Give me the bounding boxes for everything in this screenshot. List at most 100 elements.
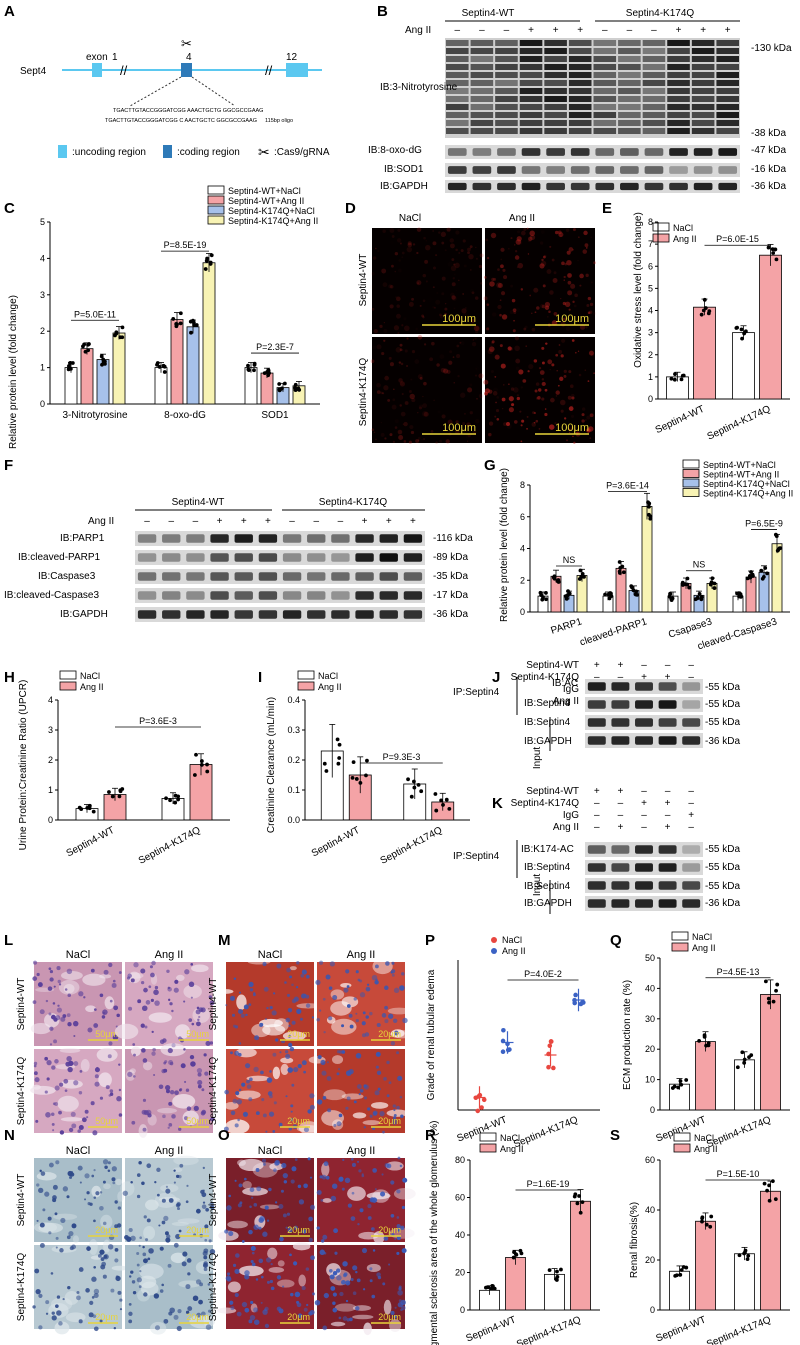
- y-tick-label: 4: [648, 306, 653, 316]
- data-point: [577, 577, 582, 581]
- fluorescence-speck: [488, 432, 492, 437]
- blot-band: [470, 56, 494, 62]
- histology-nucleus: [197, 1080, 203, 1086]
- histology-nucleus: [241, 1301, 248, 1308]
- fluorescence-speck: [452, 277, 456, 280]
- histology-nucleus: [161, 1220, 166, 1225]
- histology-nucleus: [332, 1270, 338, 1276]
- histology-nucleus: [296, 961, 300, 965]
- blot-band: [595, 148, 615, 156]
- histology-nucleus: [382, 1130, 385, 1134]
- histology-nucleus: [102, 1274, 107, 1279]
- histology-nucleus: [249, 1205, 252, 1209]
- histo-row-k174q: Septin4-K174Q: [208, 1057, 219, 1126]
- blot-band: [635, 899, 653, 908]
- data-point: [703, 306, 708, 310]
- blot-band: [162, 534, 181, 543]
- lane-sign: +: [410, 516, 416, 527]
- blot-band: [282, 553, 302, 562]
- histology-nucleus: [182, 1251, 188, 1257]
- blot-band: [546, 182, 565, 191]
- histology-nucleus: [392, 1104, 397, 1108]
- fluorescence-speck: [401, 251, 405, 255]
- blot-band: [470, 40, 494, 46]
- histology-nucleus: [291, 1083, 295, 1087]
- lane-sign: +: [617, 786, 623, 797]
- fluorescence-speck: [491, 312, 497, 317]
- histology-lumen: [173, 1155, 199, 1166]
- histology-nucleus: [169, 1002, 173, 1006]
- blot-band: [495, 40, 518, 46]
- histology-nucleus: [248, 981, 254, 987]
- histology-lumen: [72, 1235, 79, 1244]
- fluorescence-speck: [470, 318, 475, 324]
- data-point: [505, 1047, 511, 1053]
- histology-nucleus: [102, 1011, 106, 1015]
- fluorescence-speck: [394, 270, 397, 273]
- fluorescence-speck: [502, 268, 506, 272]
- histology-nucleus: [167, 987, 172, 992]
- data-point: [409, 794, 414, 799]
- histology-nucleus: [195, 1009, 201, 1015]
- lane-sign: +: [386, 516, 392, 527]
- fluorescence-speck: [542, 255, 546, 259]
- data-point: [685, 576, 690, 581]
- blot-band: [137, 591, 157, 600]
- legend-swatch: [682, 459, 700, 469]
- blot-band: [570, 166, 590, 174]
- fluorescence-speck: [583, 321, 587, 324]
- fluorescence-speck: [538, 366, 542, 370]
- fluorescence-speck: [528, 239, 531, 243]
- histology-nucleus: [276, 1275, 282, 1280]
- lane-sign: +: [725, 25, 731, 36]
- histology-nucleus: [256, 1186, 262, 1192]
- fluorescence-speck: [380, 391, 383, 395]
- y-tick-label: 7: [648, 239, 653, 249]
- fluorescence-speck: [440, 367, 446, 373]
- fluorescence-speck: [578, 373, 582, 377]
- histology-nucleus: [59, 1130, 65, 1135]
- histology-nucleus: [38, 1325, 43, 1330]
- histology-nucleus: [113, 1005, 119, 1011]
- histology-nucleus: [336, 1121, 342, 1127]
- histology-nucleus: [342, 1316, 348, 1321]
- j-row-septin4-in: IB:Septin4: [524, 717, 571, 728]
- fluorescence-speck: [572, 435, 574, 438]
- histology-nucleus: [58, 983, 62, 986]
- blot-f-row-cparp1: IB:cleaved-PARP1: [18, 552, 101, 563]
- histology-nucleus: [396, 1216, 400, 1219]
- histology-nucleus: [397, 1302, 404, 1308]
- histology-nucleus: [64, 1089, 68, 1093]
- y-tick-label: 8: [648, 217, 653, 227]
- scale-bar-label: 20μm: [378, 1225, 401, 1235]
- histology-lumen: [203, 1315, 210, 1327]
- histology-nucleus: [287, 1226, 291, 1229]
- lane-sign: –: [665, 810, 671, 821]
- fluorescence-speck: [396, 304, 400, 308]
- fluorescence-speck: [376, 344, 382, 350]
- histology-nucleus: [361, 1021, 366, 1026]
- histology-nucleus: [171, 1009, 174, 1013]
- histology-lumen: [252, 1162, 278, 1178]
- fluorescence-speck: [474, 329, 479, 334]
- histology-nucleus: [34, 1268, 40, 1274]
- x-tick-label: Septin4-WT: [655, 1315, 708, 1345]
- histology-nucleus: [282, 1285, 285, 1288]
- fluorescence-speck: [502, 407, 504, 410]
- histo-row-wt: Septin4-WT: [208, 1174, 219, 1227]
- histology-lumen: [80, 1058, 90, 1072]
- data-point: [580, 571, 585, 576]
- fluorescence-speck: [467, 251, 470, 255]
- data-point: [697, 592, 702, 596]
- histology-nucleus: [258, 1226, 262, 1230]
- data-point: [484, 1285, 488, 1290]
- panel-a: A exon 1 4 12 Sept4 // // ✂ TGACTTGTACCG…: [4, 3, 330, 160]
- fluorescence-speck: [409, 393, 415, 400]
- blot-band: [137, 553, 157, 562]
- histology-nucleus: [249, 1187, 255, 1193]
- histology-nucleus: [393, 1030, 399, 1036]
- fluorescence-speck: [570, 414, 575, 418]
- histology-lumen: [247, 959, 271, 965]
- lane-sign: –: [479, 25, 485, 36]
